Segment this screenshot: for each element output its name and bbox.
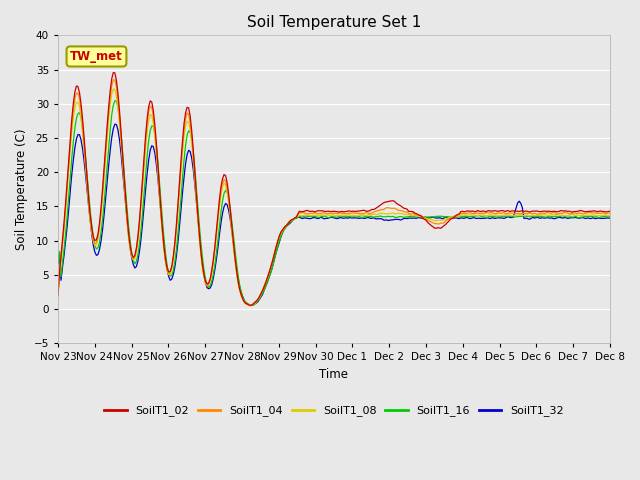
Line: SoilT1_32: SoilT1_32 [58,124,610,305]
SoilT1_04 [246,303,254,309]
Text: TW_met: TW_met [70,50,123,63]
SoilT1_02 [606,208,614,214]
SoilT1_16 [579,214,586,220]
Y-axis label: Soil Temperature (C): Soil Temperature (C) [15,129,28,250]
SoilT1_02 [579,208,586,214]
SoilT1_02 [299,209,307,215]
Line: SoilT1_08: SoilT1_08 [58,89,610,305]
SoilT1_04 [579,211,586,217]
SoilT1_04 [606,210,614,216]
SoilT1_04 [299,210,307,216]
SoilT1_02 [246,302,254,308]
SoilT1_08 [606,213,614,218]
Line: SoilT1_04: SoilT1_04 [58,80,610,306]
SoilT1_08 [299,213,307,218]
Line: SoilT1_02: SoilT1_02 [58,72,610,305]
SoilT1_02 [109,70,117,75]
SoilT1_16 [606,213,614,219]
SoilT1_02 [54,293,62,299]
SoilT1_16 [54,260,62,266]
SoilT1_08 [239,296,246,302]
SoilT1_32 [124,218,131,224]
SoilT1_32 [111,121,118,127]
SoilT1_16 [111,98,118,104]
SoilT1_02 [124,215,131,220]
SoilT1_16 [246,303,254,309]
SoilT1_04 [220,177,228,182]
SoilT1_08 [246,302,254,308]
SoilT1_02 [239,295,246,301]
SoilT1_02 [250,301,257,307]
SoilT1_08 [54,294,62,300]
SoilT1_32 [606,215,614,221]
SoilT1_32 [239,293,246,299]
SoilT1_08 [220,180,228,186]
SoilT1_04 [54,293,62,299]
SoilT1_32 [248,302,255,308]
SoilT1_16 [220,191,228,196]
SoilT1_32 [579,215,586,220]
X-axis label: Time: Time [319,368,348,381]
SoilT1_02 [220,172,228,178]
SoilT1_08 [124,220,131,226]
SoilT1_08 [109,86,117,92]
SoilT1_16 [299,214,307,220]
Title: Soil Temperature Set 1: Soil Temperature Set 1 [247,15,421,30]
SoilT1_32 [220,204,228,210]
SoilT1_16 [124,207,131,213]
SoilT1_32 [250,302,257,308]
SoilT1_04 [124,217,131,223]
SoilT1_04 [239,296,246,301]
SoilT1_04 [109,77,117,83]
SoilT1_04 [250,301,257,307]
SoilT1_32 [299,216,307,221]
Line: SoilT1_16: SoilT1_16 [58,101,610,306]
SoilT1_08 [579,213,586,218]
SoilT1_32 [54,261,62,266]
SoilT1_16 [239,293,246,299]
SoilT1_08 [250,301,257,307]
Legend: SoilT1_02, SoilT1_04, SoilT1_08, SoilT1_16, SoilT1_32: SoilT1_02, SoilT1_04, SoilT1_08, SoilT1_… [100,401,568,421]
SoilT1_16 [250,302,257,308]
